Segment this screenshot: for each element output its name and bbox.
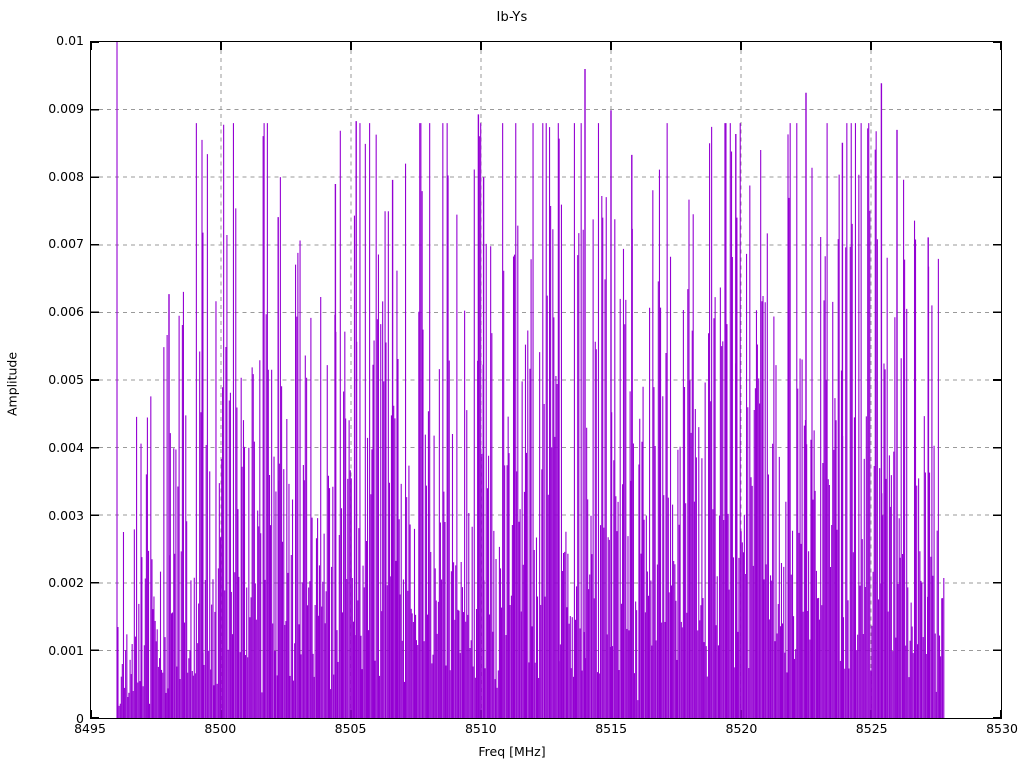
x-tick-label: 8530: [986, 721, 1018, 736]
x-tick-label: 8520: [725, 721, 758, 736]
x-axis-label: Freq [MHz]: [478, 744, 546, 759]
chart-title: Ib-Ys: [496, 10, 528, 25]
y-tick-label: 0.006: [48, 303, 84, 319]
x-tick-label: 8515: [595, 721, 628, 736]
data-series-impulses: [116, 42, 945, 718]
y-tick-label: 0.007: [48, 236, 84, 252]
x-tick-label: 8505: [334, 721, 367, 736]
y-tick-label: 0.002: [48, 575, 84, 591]
y-axis-tick-labels: 0 0.001 0.002 0.003 0.004 0.005 0.006 0.007 0.00…: [0, 0, 84, 768]
y-tick-label: 0.003: [48, 507, 84, 523]
x-tick-label: 8500: [204, 721, 237, 736]
y-tick-label: 0.005: [48, 371, 84, 387]
y-tick-label: 0.01: [56, 32, 84, 48]
plot-area: [90, 41, 1002, 719]
y-tick-label: 0: [76, 710, 84, 726]
y-tick-label: 0.008: [48, 168, 84, 184]
x-tick-label: 8510: [464, 721, 497, 736]
x-tick-label: 8495: [74, 721, 106, 736]
x-tick-label: 8525: [855, 721, 888, 736]
y-tick-label: 0.001: [48, 642, 84, 658]
y-tick-label: 0.009: [48, 100, 84, 116]
y-tick-label: 0.004: [48, 439, 84, 455]
